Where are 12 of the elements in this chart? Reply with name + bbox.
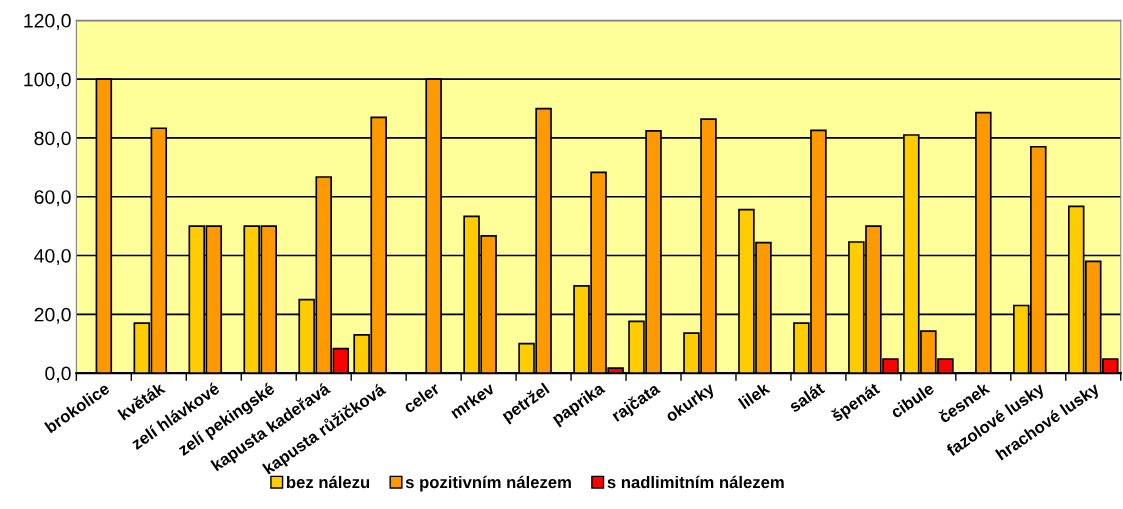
y-tick-label: 100,0 [24, 72, 71, 89]
legend-label: s pozitivním nálezem [405, 475, 571, 492]
y-tick-label: 0,0 [45, 366, 71, 383]
y-tick-label: 80,0 [34, 131, 71, 148]
legend-label: bez nálezu [287, 475, 370, 489]
legend-label: s nadlimitním nálezem [607, 475, 784, 489]
y-tick-label: 60,0 [34, 190, 71, 207]
y-tick-label: 40,0 [34, 248, 71, 266]
y-tick-label: 120,0 [24, 13, 71, 30]
y-tick-label: 20,0 [34, 307, 71, 324]
x-tick-label: celer [402, 381, 441, 414]
x-tick-label: lilek [737, 381, 771, 410]
